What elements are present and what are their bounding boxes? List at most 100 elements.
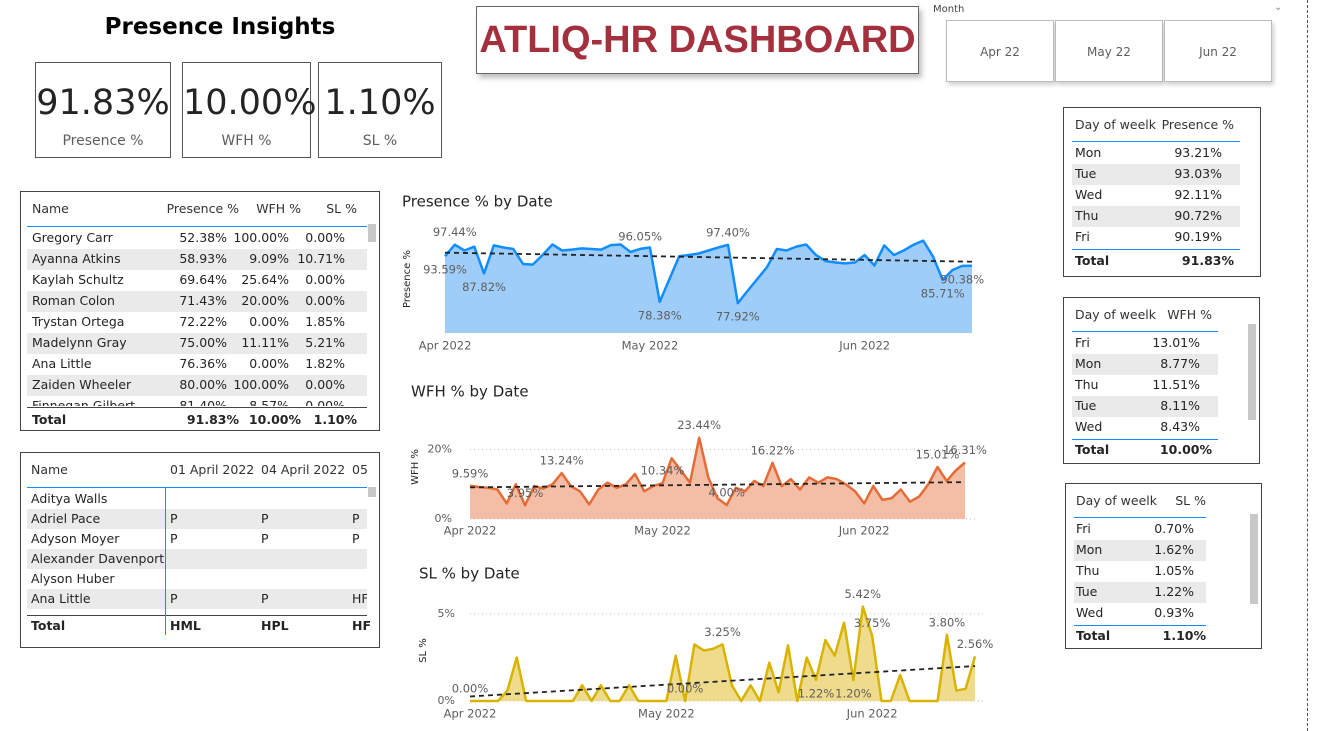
- x-tick-label: Jun 2022: [838, 339, 890, 353]
- total-rule: [1072, 439, 1218, 440]
- table-cell: Adyson Moyer: [31, 531, 120, 546]
- table-cell: 8.57%: [249, 398, 289, 406]
- table-cell: Thu: [1075, 208, 1099, 223]
- y-tick-label: 5%: [438, 607, 455, 620]
- column-header: Presence %: [1161, 117, 1234, 132]
- table-cell: Roman Colon: [32, 293, 115, 308]
- table-cell: Thu: [1075, 377, 1099, 392]
- column-header: 04 April 2022: [261, 462, 346, 477]
- table-row: [1072, 206, 1240, 227]
- table-cell: 80.00%: [179, 377, 227, 392]
- data-label: 93.59%: [423, 263, 467, 277]
- table-cell: Ana Little: [31, 591, 91, 606]
- trend-line: [444, 251, 973, 263]
- data-label: 16.31%: [943, 443, 987, 457]
- table-cell: 11.51%: [1152, 377, 1200, 392]
- table: Day of weelk SL % Fri 0.70% Mon 1.62% Thu 1.05%…: [1065, 483, 1262, 649]
- slicer-button[interactable]: Jun 22: [1164, 20, 1272, 82]
- table-cell: 0.93%: [1154, 605, 1194, 620]
- total-cell: HML: [170, 618, 201, 633]
- scrollbar[interactable]: [368, 224, 376, 242]
- total-cell: 91.83%: [186, 412, 239, 427]
- column-header: WFH %: [1167, 307, 1212, 322]
- kpi-label: Presence %: [62, 133, 144, 149]
- total-cell: 1.10%: [313, 412, 357, 427]
- table-cell: 8.77%: [1160, 356, 1200, 371]
- table-cell: Alyson Huber: [31, 571, 115, 586]
- data-label: 10.34%: [641, 464, 685, 478]
- kpi-card: 10.00% WFH %: [182, 62, 316, 158]
- table-cell: 92.11%: [1174, 187, 1222, 202]
- x-tick-label: Apr 2022: [444, 707, 497, 721]
- table-cell: Wed: [1075, 187, 1103, 202]
- total-cell: Total: [1076, 628, 1111, 643]
- slicer-option[interactable]: May 22: [1087, 45, 1131, 59]
- column-header: SL %: [1175, 493, 1206, 508]
- table-cell: P: [261, 591, 269, 606]
- banner-text: ATLIQ-HR DASHBOARD: [479, 19, 916, 61]
- column-header: Day of weelk: [1076, 493, 1157, 508]
- table-cell: Gregory Carr: [32, 230, 113, 245]
- y-tick-label: 0%: [438, 694, 455, 707]
- column-header: Name: [31, 462, 68, 477]
- table: Name Presence % WFH % SL % Gregory Carr 52.38…: [20, 191, 380, 431]
- data-label: 87.82%: [462, 280, 506, 294]
- table-cell: 76.36%: [179, 356, 227, 371]
- total-cell: Total: [1075, 253, 1110, 268]
- total-rule: [27, 407, 367, 408]
- line: [470, 605, 977, 703]
- table-cell: Fri: [1075, 335, 1090, 350]
- column-header: SL %: [326, 201, 357, 216]
- chart-title: WFH % by Date: [411, 383, 529, 401]
- table-cell: Ana Little: [32, 356, 92, 371]
- banner: ATLIQ-HR DASHBOARD: [476, 6, 919, 74]
- table-cell: 8.43%: [1160, 419, 1200, 434]
- table-cell: Tue: [1075, 166, 1097, 181]
- table-cell: Tue: [1076, 584, 1098, 599]
- data-label: 15.01%: [916, 447, 960, 461]
- total-rule: [1072, 249, 1240, 250]
- table-row: [27, 589, 367, 609]
- slicer-button[interactable]: Apr 22: [946, 20, 1054, 82]
- data-label: 16.22%: [751, 443, 795, 457]
- slicer-button[interactable]: May 22: [1055, 20, 1163, 82]
- table-cell: 25.64%: [241, 272, 289, 287]
- scrollbar[interactable]: [368, 487, 376, 497]
- table-cell: 93.03%: [1174, 166, 1222, 181]
- slicer-label: Month: [933, 4, 965, 15]
- table-cell: 81.40%: [179, 398, 227, 406]
- page-divider: [1307, 0, 1308, 731]
- table-cell: Fri: [1075, 229, 1090, 244]
- slicer-option[interactable]: Jun 22: [1199, 45, 1237, 59]
- data-label: 3.95%: [507, 486, 544, 500]
- data-label: 1.20%: [835, 687, 872, 701]
- data-label: 3.80%: [929, 615, 966, 629]
- scrollbar[interactable]: [1248, 324, 1256, 420]
- header-rule: [1072, 141, 1240, 142]
- table-cell: Finnegan Gilbert: [32, 398, 136, 406]
- slicer-option[interactable]: Apr 22: [980, 45, 1020, 59]
- total-cell: Total: [32, 412, 67, 427]
- table-cell: Tue: [1075, 398, 1097, 413]
- x-tick-label: Apr 2022: [444, 524, 497, 538]
- table-row: [27, 291, 367, 312]
- table-cell: Zaiden Wheeler: [32, 377, 132, 392]
- table: Day of weelk WFH % Fri 13.01% Mon 8.77% Thu 11.…: [1063, 297, 1260, 464]
- data-label: 9.59%: [452, 466, 489, 480]
- table-row: [1072, 164, 1240, 185]
- table-cell: Ayanna Atkins: [32, 251, 121, 266]
- table-cell: Aditya Walls: [31, 491, 108, 506]
- table-cell: Trystan Ortega: [32, 314, 125, 329]
- table: Day of weelk Presence % Mon 93.21% Tue 93.03%…: [1063, 107, 1261, 277]
- slicer-chevron[interactable]: ⌄: [1274, 2, 1283, 13]
- table-cell: 75.00%: [179, 335, 227, 350]
- scrollbar[interactable]: [1250, 514, 1258, 604]
- header-rule: [1072, 331, 1218, 332]
- data-label: 0.00%: [452, 682, 489, 696]
- kpi-value: 91.83%: [36, 83, 170, 123]
- table-cell: 69.64%: [179, 272, 227, 287]
- total-cell: HPL: [261, 618, 289, 633]
- line: [469, 436, 966, 507]
- table-row: [27, 333, 367, 354]
- table-cell: P: [170, 511, 178, 526]
